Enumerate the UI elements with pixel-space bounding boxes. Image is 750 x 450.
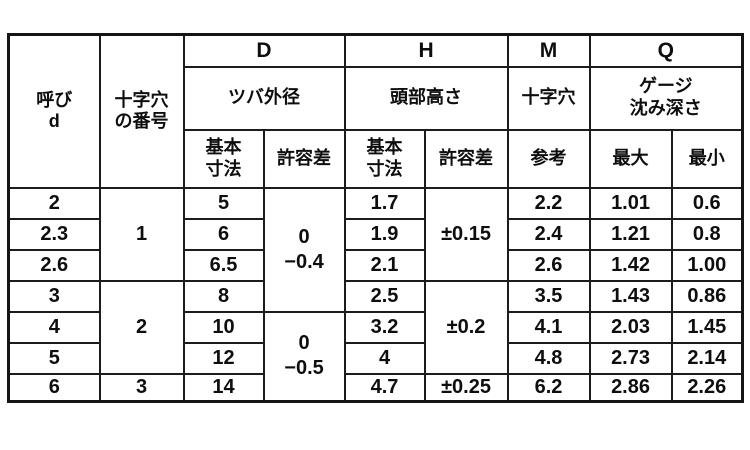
table-row: 2.3 6 1.9 2.4 1.21 0.8 xyxy=(7,217,744,251)
cell-gauge-max: 1.21 xyxy=(588,217,673,251)
cell-head-tolerance: ±0.15 xyxy=(423,186,509,282)
header-recess-number: 十字穴 の番号 xyxy=(98,33,185,189)
header-gauge-depth: ゲージ 沈み深さ xyxy=(588,65,744,131)
header-group-M: M xyxy=(506,33,591,68)
cell-nominal: 5 xyxy=(7,341,101,375)
cell-cross-recess-ref: 4.8 xyxy=(506,341,591,375)
cell-nominal: 2 xyxy=(7,186,101,220)
cell-cross-recess-ref: 2.4 xyxy=(506,217,591,251)
cell-flange-tolerance: 0 −0.4 xyxy=(262,186,346,313)
cell-cross-recess-ref: 2.6 xyxy=(506,248,591,282)
header-q-max: 最大 xyxy=(588,128,673,189)
cell-flange-basic: 6 xyxy=(182,217,265,251)
header-row-subcolumns: 基本 寸法 許容差 基本 寸法 許容差 参考 最大 最小 xyxy=(9,128,744,189)
table-row: 6 3 14 4.7 ±0.25 6.2 2.86 2.26 xyxy=(7,372,744,403)
cell-head-tolerance: ±0.2 xyxy=(423,279,509,375)
table-row: 3 2 8 2.5 ±0.2 3.5 1.43 0.86 xyxy=(7,279,744,375)
header-group-D: D xyxy=(182,33,346,68)
header-m-reference: 参考 xyxy=(506,128,591,189)
header-q-min: 最小 xyxy=(670,128,744,189)
header-cross-recess: 十字穴 xyxy=(506,65,591,131)
header-row-names: ツバ外径 頭部高さ 十字穴 ゲージ 沈み深さ xyxy=(9,65,744,131)
cell-head-tolerance: ±0.25 xyxy=(423,372,509,403)
cell-gauge-min: 0.8 xyxy=(670,217,744,251)
header-h-basic-dim: 基本 寸法 xyxy=(343,128,426,189)
cell-recess-no: 3 xyxy=(98,372,185,403)
cell-cross-recess-ref: 3.5 xyxy=(506,279,591,313)
cell-gauge-min: 0.6 xyxy=(670,186,744,220)
cell-nominal: 4 xyxy=(7,310,101,344)
cell-head-basic: 2.1 xyxy=(343,248,426,282)
cell-head-basic: 4 xyxy=(343,341,426,375)
spec-table: 呼び d 十字穴 の番号 D H M Q ツバ外径 頭部高さ 十字穴 ゲージ 沈… xyxy=(7,33,745,403)
table-row: 2.6 6.5 2.1 2.6 1.42 1.00 xyxy=(7,248,744,282)
cell-head-basic: 3.2 xyxy=(343,310,426,344)
header-head-height: 頭部高さ xyxy=(343,65,509,131)
cell-gauge-min: 2.26 xyxy=(670,372,744,403)
cell-flange-basic: 5 xyxy=(182,186,265,220)
cell-gauge-min: 1.45 xyxy=(670,310,744,344)
cell-gauge-min: 2.14 xyxy=(670,341,744,375)
header-d-tolerance: 許容差 xyxy=(262,128,346,189)
cell-gauge-max: 1.42 xyxy=(588,248,673,282)
cell-gauge-max: 2.86 xyxy=(588,372,673,403)
cell-head-basic: 1.7 xyxy=(343,186,426,220)
cell-nominal: 6 xyxy=(7,372,101,403)
cell-gauge-min: 1.00 xyxy=(670,248,744,282)
cell-gauge-max: 2.03 xyxy=(588,310,673,344)
cell-flange-basic: 12 xyxy=(182,341,265,375)
header-d-basic-dim: 基本 寸法 xyxy=(182,128,265,189)
cell-cross-recess-ref: 6.2 xyxy=(506,372,591,403)
cell-cross-recess-ref: 4.1 xyxy=(506,310,591,344)
header-h-tolerance: 許容差 xyxy=(423,128,509,189)
cell-flange-basic: 6.5 xyxy=(182,248,265,282)
cell-cross-recess-ref: 2.2 xyxy=(506,186,591,220)
table-row: 4 10 0 −0.5 3.2 4.1 2.03 1.45 xyxy=(7,310,744,403)
cell-gauge-max: 1.01 xyxy=(588,186,673,220)
cell-head-basic: 2.5 xyxy=(343,279,426,313)
cell-gauge-max: 2.73 xyxy=(588,341,673,375)
cell-nominal: 2.3 xyxy=(7,217,101,251)
header-row-groups: 呼び d 十字穴 の番号 D H M Q xyxy=(7,33,744,189)
cell-flange-basic: 10 xyxy=(182,310,265,344)
table-row: 5 12 4 4.8 2.73 2.14 xyxy=(7,341,744,375)
cell-nominal: 3 xyxy=(7,279,101,313)
cell-head-basic: 1.9 xyxy=(343,217,426,251)
cell-flange-basic: 14 xyxy=(182,372,265,403)
cell-flange-tolerance: 0 −0.5 xyxy=(262,310,346,403)
table-row: 2 1 5 0 −0.4 1.7 ±0.15 2.2 1.01 0.6 xyxy=(7,186,744,313)
cell-gauge-max: 1.43 xyxy=(588,279,673,313)
cell-recess-no: 1 xyxy=(98,186,185,282)
cell-recess-no: 2 xyxy=(98,279,185,375)
header-group-H: H xyxy=(343,33,509,68)
cell-flange-basic: 8 xyxy=(182,279,265,313)
cell-nominal: 2.6 xyxy=(7,248,101,282)
cell-head-basic: 4.7 xyxy=(343,372,426,403)
header-group-Q: Q xyxy=(588,33,744,68)
header-flange-od: ツバ外径 xyxy=(182,65,346,131)
cell-gauge-min: 0.86 xyxy=(670,279,744,313)
header-nominal-d: 呼び d xyxy=(7,33,101,189)
